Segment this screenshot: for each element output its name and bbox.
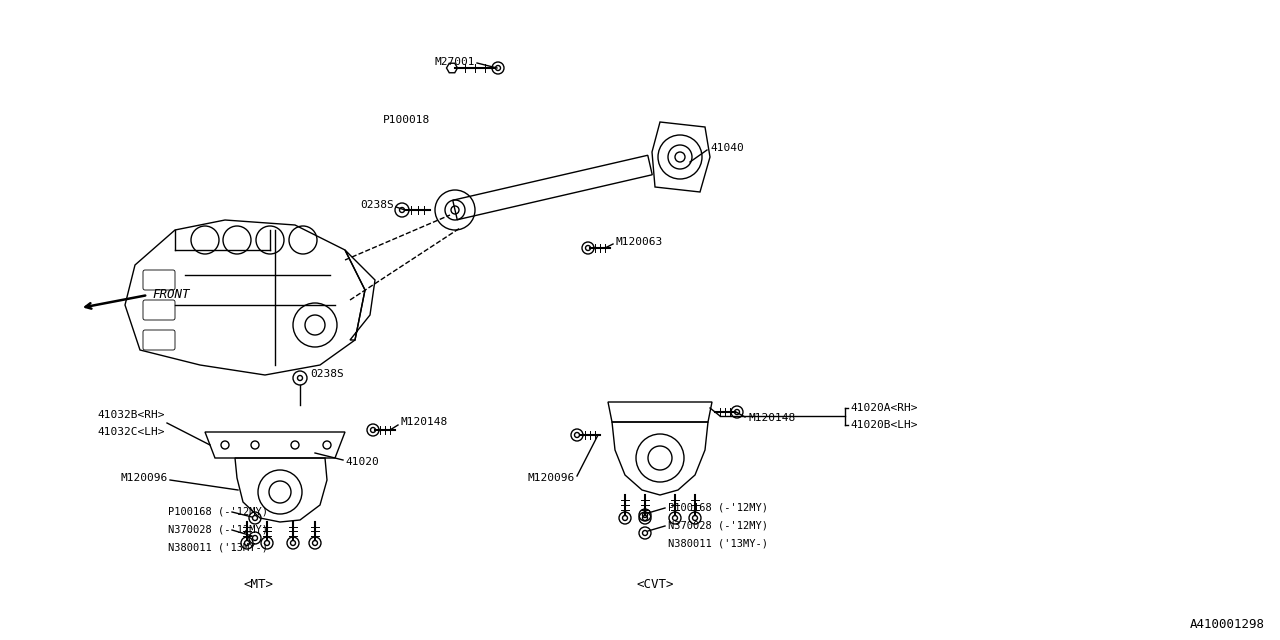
Text: 41020A<RH>: 41020A<RH> xyxy=(850,403,918,413)
Text: N370028 (-'12MY): N370028 (-'12MY) xyxy=(668,521,768,531)
Text: <CVT>: <CVT> xyxy=(636,579,673,591)
Text: 41032C<LH>: 41032C<LH> xyxy=(97,427,165,437)
Text: 41020: 41020 xyxy=(346,457,379,467)
Text: M27001: M27001 xyxy=(434,57,475,67)
Text: M120063: M120063 xyxy=(614,237,662,247)
Text: M120096: M120096 xyxy=(527,473,575,483)
Text: FRONT: FRONT xyxy=(152,287,189,301)
Text: 0238S: 0238S xyxy=(360,200,394,210)
Text: N370028 (-'12MY): N370028 (-'12MY) xyxy=(168,525,268,535)
Text: M120148: M120148 xyxy=(401,417,447,427)
Text: P100018: P100018 xyxy=(383,115,430,125)
Text: <MT>: <MT> xyxy=(243,579,273,591)
Text: N380011 ('13MY-): N380011 ('13MY-) xyxy=(168,543,268,553)
Text: P100168 (-'12MY): P100168 (-'12MY) xyxy=(168,507,268,517)
Text: P100168 (-'12MY): P100168 (-'12MY) xyxy=(668,503,768,513)
Text: 41032B<RH>: 41032B<RH> xyxy=(97,410,165,420)
Text: A410001298: A410001298 xyxy=(1190,618,1265,632)
Text: N380011 ('13MY-): N380011 ('13MY-) xyxy=(668,539,768,549)
Text: 0238S: 0238S xyxy=(310,369,344,379)
Text: M120096: M120096 xyxy=(120,473,168,483)
Text: 41020B<LH>: 41020B<LH> xyxy=(850,420,918,430)
Text: M120148: M120148 xyxy=(748,413,795,423)
Text: 41040: 41040 xyxy=(710,143,744,153)
